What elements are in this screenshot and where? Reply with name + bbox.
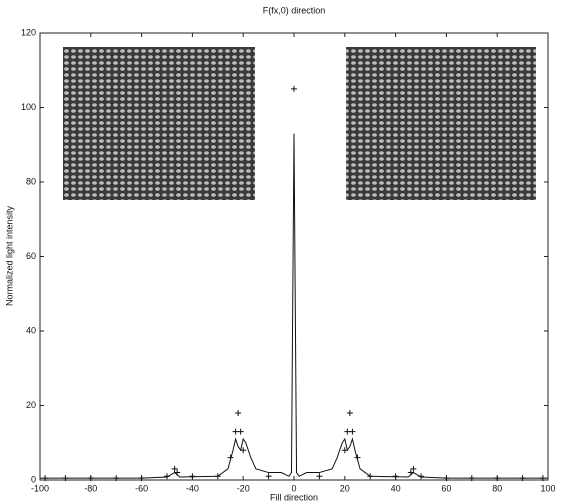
plus-marker xyxy=(237,428,244,435)
x-tick-label: -80 xyxy=(84,483,97,493)
y-tick-label: 0 xyxy=(31,474,36,484)
plus-marker xyxy=(42,475,49,482)
plus-marker xyxy=(494,475,501,482)
plus-marker xyxy=(174,469,181,476)
plus-marker xyxy=(171,465,178,472)
x-tick-label: -100 xyxy=(31,483,49,493)
plus-marker xyxy=(62,475,69,482)
data-line xyxy=(40,133,548,479)
x-axis-label: Fill direction xyxy=(270,492,318,502)
plus-marker xyxy=(407,469,414,476)
plus-marker xyxy=(344,428,351,435)
plus-marker xyxy=(164,473,170,480)
plus-marker xyxy=(113,475,120,482)
plus-marker xyxy=(468,475,475,482)
plus-marker xyxy=(214,473,221,480)
x-tick-label: 20 xyxy=(340,483,350,493)
plus-marker xyxy=(539,475,546,482)
plus-marker xyxy=(443,475,450,482)
plus-marker xyxy=(346,409,353,416)
plus-marker xyxy=(235,409,242,416)
y-tick-label: 80 xyxy=(26,176,36,186)
plus-marker xyxy=(189,473,196,480)
plus-marker xyxy=(227,454,234,461)
x-tick-label: 40 xyxy=(391,483,401,493)
plus-marker xyxy=(367,473,374,480)
x-tick-label: -20 xyxy=(237,483,250,493)
plus-marker xyxy=(240,447,247,454)
x-tick-label: 0 xyxy=(291,483,296,493)
plus-marker xyxy=(354,454,361,461)
plus-marker xyxy=(410,465,417,472)
x-tick-label: -40 xyxy=(186,483,199,493)
plus-marker xyxy=(291,85,297,92)
plus-marker xyxy=(392,473,399,480)
plus-marker xyxy=(138,475,145,482)
plus-marker xyxy=(349,428,356,435)
plus-marker xyxy=(232,428,239,435)
plus-marker xyxy=(265,473,272,480)
x-tick-label: 80 xyxy=(492,483,502,493)
y-tick-label: 120 xyxy=(21,27,36,37)
y-tick-label: 40 xyxy=(26,325,36,335)
inset-image xyxy=(346,47,536,200)
y-tick-label: 60 xyxy=(26,251,36,261)
y-tick-label: 20 xyxy=(26,400,36,410)
x-tick-label: 100 xyxy=(540,483,555,493)
plus-marker xyxy=(418,473,424,480)
plus-marker xyxy=(341,447,348,454)
plus-marker xyxy=(316,473,323,480)
y-axis-label: Normalized light intensity xyxy=(4,205,14,306)
x-tick-label: 60 xyxy=(441,483,451,493)
plus-marker xyxy=(519,475,526,482)
plus-marker xyxy=(87,475,94,482)
y-tick-label: 100 xyxy=(21,102,36,112)
chart-title: F(fx,0) direction xyxy=(263,5,326,15)
inset-image xyxy=(63,47,255,200)
x-tick-label: -60 xyxy=(135,483,148,493)
